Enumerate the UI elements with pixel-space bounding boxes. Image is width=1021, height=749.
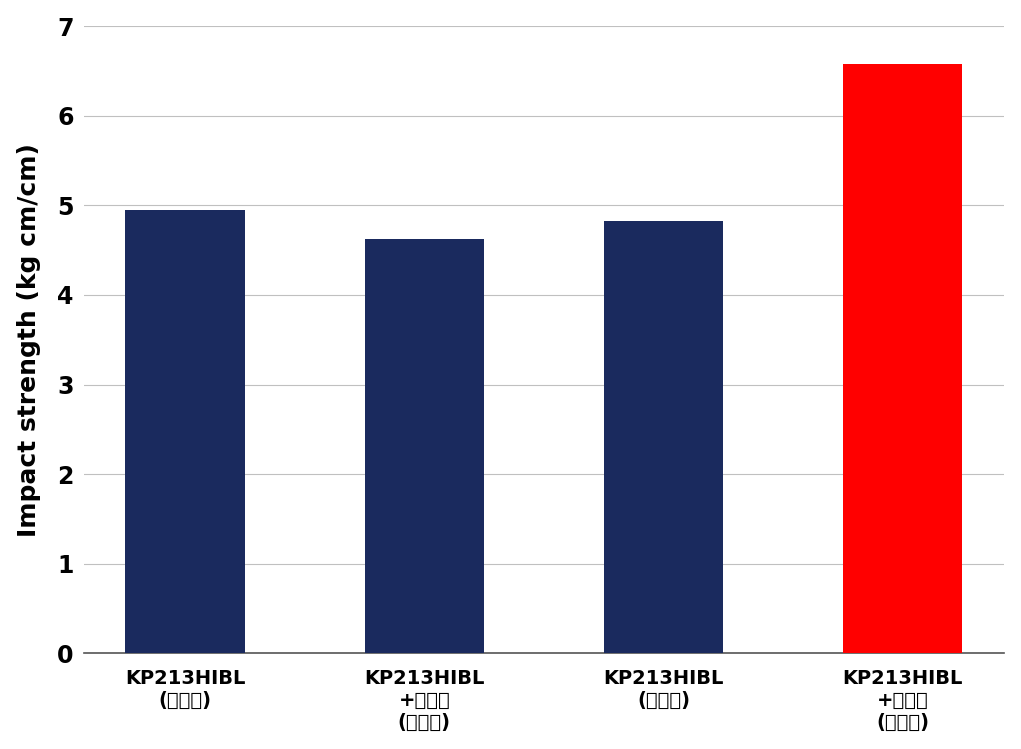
Bar [603,222,723,653]
Bar [364,240,484,653]
Y-axis label: Impact strength (kg cm/cm): Impact strength (kg cm/cm) [16,143,41,537]
Bar [126,210,245,653]
Bar [843,64,963,653]
